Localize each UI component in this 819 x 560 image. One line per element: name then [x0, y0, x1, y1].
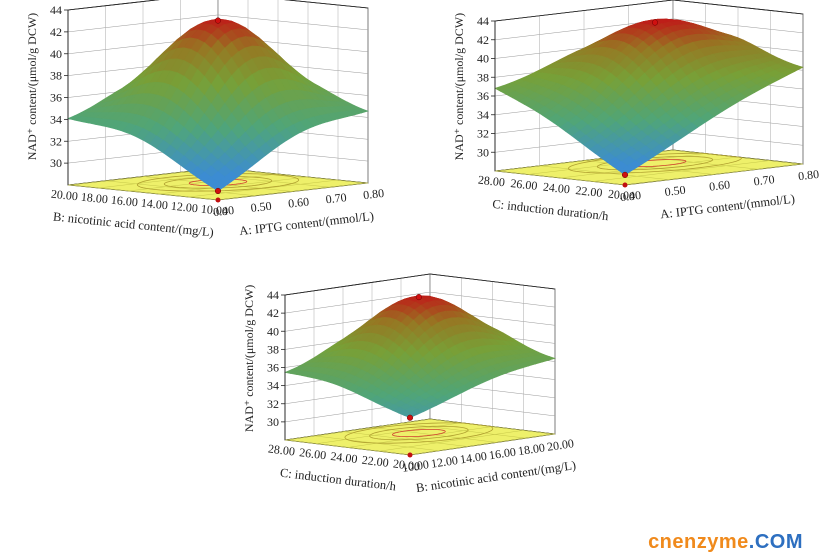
- floor-contour: [392, 428, 446, 438]
- x-tick-label: 0.80: [362, 186, 384, 202]
- x-tick-label: 0.80: [797, 167, 819, 183]
- y-tick-label: 24.00: [542, 180, 570, 197]
- z-tick-label: 42: [477, 33, 489, 47]
- floor-gridline: [187, 179, 339, 198]
- z-tick-label: 38: [267, 342, 279, 356]
- y-tick-label: 26.00: [510, 176, 538, 193]
- x-tick-label: 0.50: [250, 199, 272, 215]
- y-tick-label: 22.00: [575, 183, 603, 200]
- x-tick-label: 12.00: [430, 453, 459, 471]
- floor-contour: [369, 425, 469, 441]
- y-tick-label: 20.00: [607, 187, 635, 204]
- z-tick-label: 36: [267, 361, 279, 375]
- z-tick-label: 44: [50, 3, 62, 17]
- surface-mesh: [67, 18, 369, 192]
- x-tick-label: 16.00: [488, 445, 517, 463]
- y-tick-label: 22.00: [361, 453, 389, 470]
- y-tick-label: 14.00: [140, 196, 168, 213]
- z-axis-label: NAD⁺ content/(μmol/g DCW): [242, 285, 256, 432]
- box-top-edge: [67, 0, 369, 11]
- y-tick-label: 28.00: [477, 173, 505, 190]
- z-axis-label: NAD⁺ content/(μmol/g DCW): [25, 13, 39, 160]
- y-tick-label: 26.00: [298, 445, 326, 462]
- floor-contour: [344, 422, 494, 444]
- floor-gridline: [592, 160, 771, 182]
- x-tick-label: 0.70: [753, 172, 775, 188]
- z-tick-label: 30: [50, 156, 62, 170]
- floor-point: [622, 182, 628, 188]
- z-tick-label: 30: [267, 415, 279, 429]
- z-tick-label: 32: [50, 134, 62, 148]
- y-axis-label: C: induction duration/h: [492, 197, 610, 223]
- x-tick-label: 14.00: [459, 449, 488, 467]
- z-tick-label: 34: [477, 108, 489, 122]
- surface-plot-2: 30 32 34 36 38 40 42 44 NAD⁺ content/(μmol/g DCW…: [452, 0, 819, 223]
- floor-gridline: [559, 156, 739, 179]
- z-axis-label: NAD⁺ content/(μmol/g DCW): [452, 13, 466, 160]
- x-tick-label: 0.60: [287, 194, 309, 210]
- z-tick-label: 38: [477, 70, 489, 84]
- watermark-part1: cnenzyme: [648, 531, 749, 553]
- floor-gridline: [624, 163, 804, 186]
- floor-point: [215, 197, 221, 203]
- design-point: [651, 19, 659, 26]
- floor-gridline: [409, 433, 556, 456]
- surface-plot-3: 30 32 34 36 38 40 42 44 NAD⁺ content/(μmol/g DCW…: [242, 273, 577, 495]
- design-point: [214, 17, 222, 24]
- z-tick-label: 44: [267, 288, 279, 302]
- y-tick-label: 10.00: [200, 202, 228, 219]
- z-tick-label: 32: [477, 127, 489, 141]
- y-tick-label: 16.00: [110, 193, 138, 210]
- z-tick-label: 38: [50, 69, 62, 83]
- floor-gridline: [378, 430, 524, 452]
- design-point: [406, 414, 414, 421]
- floor-gridline: [105, 180, 256, 196]
- z-tick-label: 40: [50, 47, 62, 61]
- z-tick-label: 44: [477, 14, 489, 28]
- y-axis-label: C: induction duration/h: [279, 466, 397, 494]
- z-tick-label: 40: [267, 324, 279, 338]
- x-tick-label: 10.00: [401, 457, 430, 475]
- y-tick-label: 20.00: [392, 456, 420, 473]
- y-tick-label: 20.00: [50, 187, 78, 204]
- floor-gridline: [67, 184, 219, 201]
- floor-gridline: [217, 182, 369, 201]
- watermark-part2: .COM: [748, 531, 803, 553]
- box-top-edge: [494, 0, 804, 22]
- design-point: [621, 171, 629, 178]
- z-tick-label: 36: [477, 89, 489, 103]
- z-tick-label: 40: [477, 52, 489, 66]
- y-tick-label: 24.00: [330, 449, 358, 466]
- floor-point: [407, 452, 413, 458]
- x-tick-label: 0.60: [708, 177, 730, 193]
- x-tick-label: 20.00: [546, 436, 575, 454]
- z-tick-label: 32: [267, 397, 279, 411]
- x-tick-label: 0.70: [325, 190, 347, 206]
- y-tick-label: 12.00: [170, 199, 198, 216]
- surface-plot-1: 30 32 34 36 38 40 42 44 NAD⁺ content/(μmol/g DCW…: [25, 0, 385, 240]
- design-point: [214, 187, 222, 195]
- z-tick-label: 34: [50, 112, 62, 126]
- watermark-logo: cnenzyme.COM: [648, 531, 803, 554]
- floor-gridline: [284, 418, 431, 441]
- x-tick-label: 0.40: [619, 188, 641, 204]
- floor-contour: [596, 156, 714, 171]
- x-tick-label: 18.00: [517, 440, 546, 458]
- y-tick-label: 28.00: [267, 441, 295, 458]
- z-tick-label: 30: [477, 145, 489, 159]
- z-tick-label: 34: [267, 379, 279, 393]
- x-tick-label: 0.50: [664, 183, 686, 199]
- z-tick-label: 42: [267, 306, 279, 320]
- design-point: [415, 294, 422, 301]
- z-tick-label: 36: [50, 91, 62, 105]
- y-tick-label: 18.00: [80, 190, 108, 207]
- x-tick-label: 0.40: [212, 203, 234, 219]
- box-top-edge: [284, 273, 556, 296]
- z-tick-label: 42: [50, 25, 62, 39]
- surface-mesh: [494, 18, 804, 176]
